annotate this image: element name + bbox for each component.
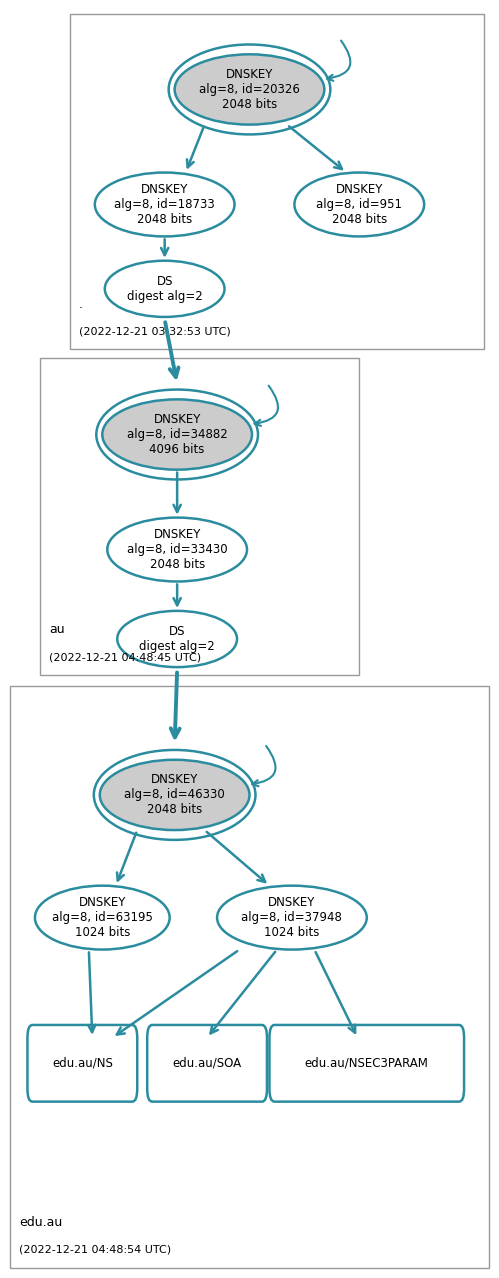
Text: (2022-12-21 04:48:45 UTC): (2022-12-21 04:48:45 UTC) <box>49 652 201 662</box>
Ellipse shape <box>175 54 324 125</box>
Text: DNSKEY
alg=8, id=46330
2048 bits: DNSKEY alg=8, id=46330 2048 bits <box>124 773 225 817</box>
Text: DNSKEY
alg=8, id=63195
1024 bits: DNSKEY alg=8, id=63195 1024 bits <box>52 896 153 939</box>
Text: edu.au/SOA: edu.au/SOA <box>173 1057 242 1070</box>
Text: DNSKEY
alg=8, id=18733
2048 bits: DNSKEY alg=8, id=18733 2048 bits <box>114 183 215 226</box>
Text: edu.au/NS: edu.au/NS <box>52 1057 113 1070</box>
Text: .: . <box>79 298 83 311</box>
Ellipse shape <box>35 886 170 950</box>
FancyBboxPatch shape <box>147 1025 267 1102</box>
Text: edu.au: edu.au <box>19 1217 62 1229</box>
Ellipse shape <box>107 518 247 581</box>
FancyBboxPatch shape <box>27 1025 137 1102</box>
FancyBboxPatch shape <box>40 358 359 675</box>
Text: (2022-12-21 03:32:53 UTC): (2022-12-21 03:32:53 UTC) <box>79 326 231 336</box>
Ellipse shape <box>117 611 237 667</box>
Text: au: au <box>49 624 64 636</box>
Text: DS
digest alg=2: DS digest alg=2 <box>127 275 203 303</box>
Text: DS
digest alg=2: DS digest alg=2 <box>139 625 215 653</box>
Ellipse shape <box>95 173 235 236</box>
Ellipse shape <box>294 173 424 236</box>
Text: DNSKEY
alg=8, id=37948
1024 bits: DNSKEY alg=8, id=37948 1024 bits <box>242 896 342 939</box>
Text: edu.au/NSEC3PARAM: edu.au/NSEC3PARAM <box>305 1057 429 1070</box>
Text: DNSKEY
alg=8, id=20326
2048 bits: DNSKEY alg=8, id=20326 2048 bits <box>199 68 300 111</box>
FancyBboxPatch shape <box>10 686 489 1268</box>
Ellipse shape <box>100 759 250 831</box>
FancyBboxPatch shape <box>269 1025 464 1102</box>
Ellipse shape <box>102 399 252 470</box>
Text: DNSKEY
alg=8, id=951
2048 bits: DNSKEY alg=8, id=951 2048 bits <box>316 183 402 226</box>
Ellipse shape <box>217 886 367 950</box>
Ellipse shape <box>105 261 225 317</box>
Text: DNSKEY
alg=8, id=34882
4096 bits: DNSKEY alg=8, id=34882 4096 bits <box>127 413 228 456</box>
Text: DNSKEY
alg=8, id=33430
2048 bits: DNSKEY alg=8, id=33430 2048 bits <box>127 528 228 571</box>
FancyBboxPatch shape <box>70 14 484 349</box>
Text: (2022-12-21 04:48:54 UTC): (2022-12-21 04:48:54 UTC) <box>19 1245 171 1255</box>
